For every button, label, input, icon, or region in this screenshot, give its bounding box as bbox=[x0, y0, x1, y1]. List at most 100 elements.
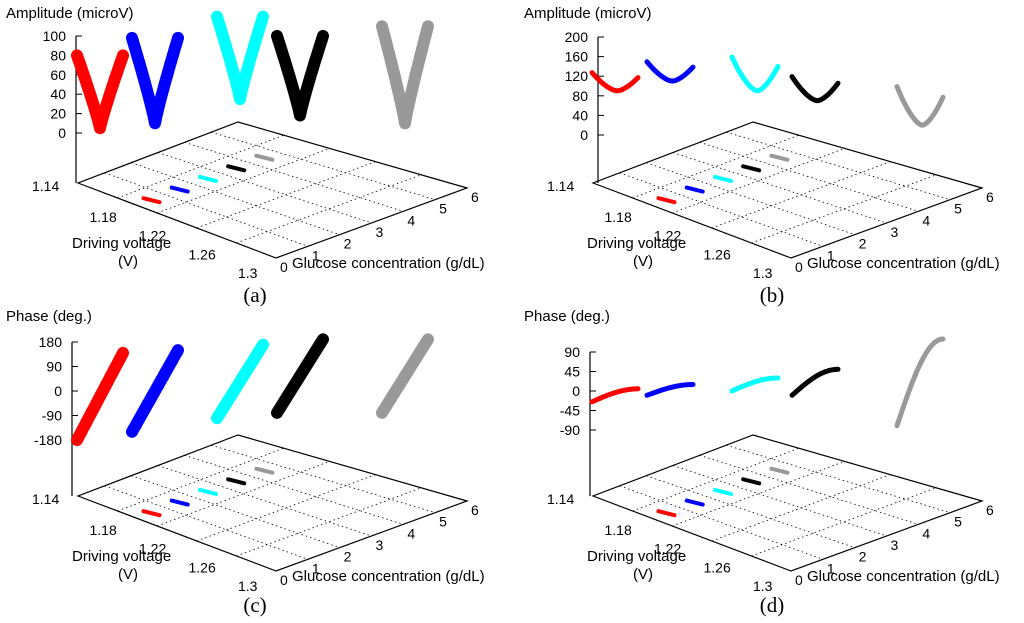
grid-line bbox=[157, 152, 372, 224]
x-tick-label: 1.22 bbox=[139, 541, 166, 557]
x-tick-label: 1.18 bbox=[90, 522, 117, 538]
grid-line bbox=[751, 174, 937, 244]
x-axis-unit: (V) bbox=[633, 253, 653, 270]
z-tick-label: 0 bbox=[580, 127, 588, 143]
floor-projection bbox=[684, 498, 705, 507]
floor-projection bbox=[741, 477, 762, 486]
series-line bbox=[894, 84, 946, 128]
z-tick-label: 200 bbox=[565, 29, 589, 45]
floor-projection bbox=[197, 487, 218, 496]
y-tick-label: 4 bbox=[922, 212, 930, 228]
y-tick-label: 6 bbox=[471, 189, 479, 205]
grid-line bbox=[726, 444, 951, 514]
x-axis-label: Driving voltage bbox=[587, 548, 686, 565]
z-tick-label: -90 bbox=[42, 408, 62, 424]
z-tick-label: -180 bbox=[34, 432, 62, 448]
y-axis-label: Glucose concentration (g/dL) bbox=[292, 255, 485, 272]
z-tick-label: -45 bbox=[560, 403, 580, 419]
grid-line bbox=[131, 475, 340, 549]
y-tick-label: 6 bbox=[471, 502, 479, 518]
y-tick-label: 6 bbox=[986, 189, 994, 205]
x-tick-label: 1.26 bbox=[189, 559, 216, 575]
series-line bbox=[211, 338, 269, 425]
z-axis-label: Phase (deg.) bbox=[524, 308, 610, 325]
panel-caption: (a) bbox=[243, 283, 266, 307]
grid-line bbox=[672, 152, 887, 224]
grid-line bbox=[184, 141, 404, 212]
series-line bbox=[376, 333, 434, 419]
grid-line bbox=[157, 461, 330, 527]
y-tick-label: 5 bbox=[439, 514, 447, 530]
x-tick-label: 1.22 bbox=[654, 541, 681, 557]
y-tick-label: 3 bbox=[891, 224, 899, 240]
x-tick-label: 1.14 bbox=[547, 178, 574, 194]
floor-projection bbox=[169, 185, 190, 194]
y-tick-label: 3 bbox=[376, 537, 384, 553]
grid-line bbox=[236, 487, 422, 557]
floor-projection bbox=[769, 153, 790, 162]
y-tick-label: 2 bbox=[859, 236, 867, 252]
panel-caption: (d) bbox=[760, 593, 785, 617]
y-axis-label: Glucose concentration (g/dL) bbox=[807, 255, 1000, 272]
y-tick-label: 2 bbox=[344, 236, 352, 252]
grid-line bbox=[726, 131, 951, 201]
series-line bbox=[644, 382, 696, 398]
series-line bbox=[71, 49, 129, 135]
x-axis-unit: (V) bbox=[633, 566, 653, 583]
series-line bbox=[71, 346, 129, 446]
floor-projection bbox=[656, 196, 677, 205]
y-tick-label: 0 bbox=[795, 572, 803, 588]
floor-projection bbox=[226, 164, 247, 173]
floor-projection bbox=[712, 487, 733, 496]
z-tick-label: 160 bbox=[565, 49, 589, 65]
floor-projection bbox=[141, 509, 162, 518]
series-line bbox=[376, 20, 434, 130]
floor-projection bbox=[741, 164, 762, 173]
series-line bbox=[126, 31, 184, 130]
x-axis-unit: (V) bbox=[118, 253, 138, 270]
z-tick-label: 40 bbox=[572, 107, 588, 123]
series-line bbox=[589, 70, 641, 94]
series-line bbox=[644, 59, 696, 84]
y-tick-label: 2 bbox=[859, 549, 867, 565]
z-tick-label: 0 bbox=[54, 383, 62, 399]
series-line bbox=[126, 344, 184, 438]
series-line bbox=[589, 386, 641, 405]
y-tick-label: 6 bbox=[986, 502, 994, 518]
grid-line bbox=[211, 444, 436, 514]
series-line bbox=[271, 333, 329, 419]
series-line bbox=[789, 74, 841, 104]
z-tick-label: 100 bbox=[43, 28, 67, 44]
grid-line bbox=[196, 474, 376, 542]
grid-line bbox=[117, 447, 284, 512]
x-axis-label: Driving voltage bbox=[72, 548, 171, 565]
floor-projection bbox=[254, 153, 275, 162]
grid-line bbox=[236, 174, 422, 244]
z-tick-label: 0 bbox=[58, 125, 66, 141]
z-tick-label: 0 bbox=[572, 383, 580, 399]
y-tick-label: 3 bbox=[891, 537, 899, 553]
grid-line bbox=[632, 447, 799, 512]
floor-projection bbox=[197, 174, 218, 183]
series-line bbox=[211, 10, 269, 106]
z-axis-label: Phase (deg.) bbox=[6, 308, 92, 325]
y-tick-label: 1 bbox=[312, 247, 320, 263]
y-tick-label: 4 bbox=[922, 525, 930, 541]
grid-line bbox=[646, 475, 855, 549]
grid-line bbox=[711, 474, 891, 542]
y-tick-label: 3 bbox=[376, 224, 384, 240]
x-tick-label: 1.14 bbox=[32, 178, 59, 194]
grid-line bbox=[672, 461, 845, 527]
grid-line bbox=[699, 141, 919, 212]
grid-line bbox=[672, 148, 845, 214]
z-tick-label: 40 bbox=[50, 86, 66, 102]
grid-line bbox=[699, 454, 919, 525]
floor-projection bbox=[684, 185, 705, 194]
z-tick-label: 20 bbox=[50, 106, 66, 122]
x-tick-label: 1.14 bbox=[32, 491, 59, 507]
y-axis-label: Glucose concentration (g/dL) bbox=[807, 568, 1000, 585]
floor-projection bbox=[141, 196, 162, 205]
